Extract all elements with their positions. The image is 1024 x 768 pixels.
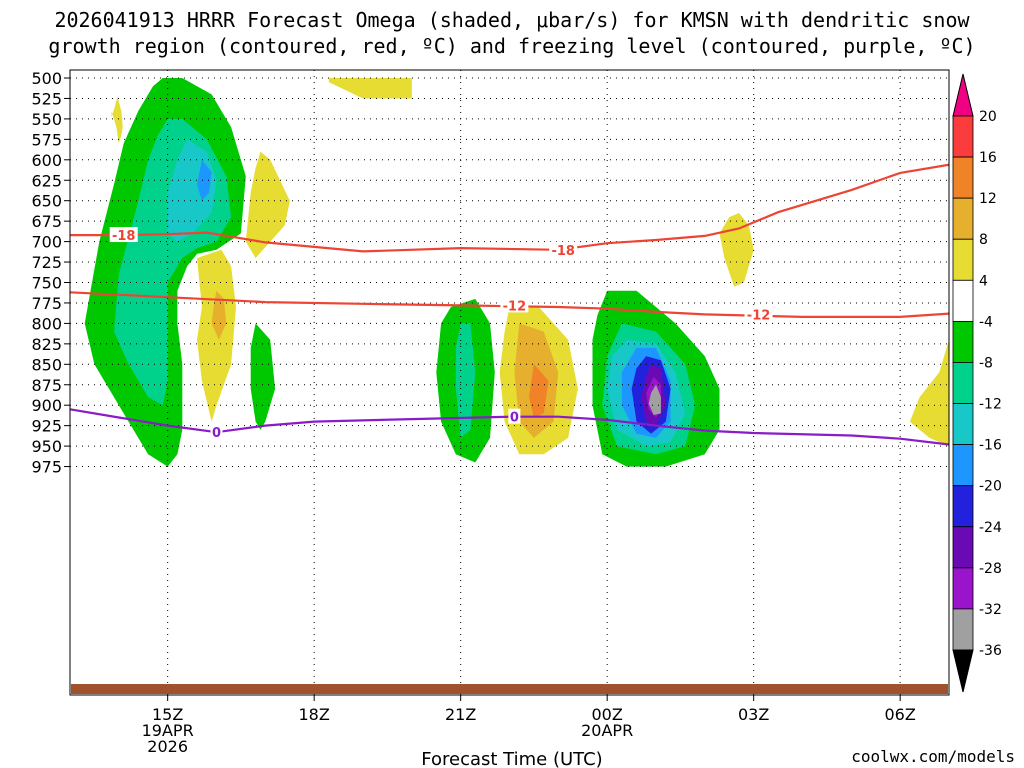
colorbar-box	[952, 444, 974, 487]
y-tick-label: 875	[31, 376, 62, 395]
contour--12	[70, 291, 949, 318]
region-downward-omega-high	[245, 151, 290, 258]
colorbar-box	[952, 156, 974, 199]
colorbar-arrow-max	[952, 73, 974, 117]
contour-label-bg	[109, 227, 138, 243]
grid-lines	[70, 70, 949, 695]
colorbar-label: -32	[979, 602, 1002, 618]
colorbar-label: 16	[979, 150, 997, 166]
contour-label: -12	[747, 308, 771, 323]
contour-label-bg	[500, 297, 529, 313]
colorbar-label: -4	[979, 314, 993, 330]
y-tick-label: 725	[31, 253, 62, 272]
x-tick-label: 18Z	[299, 705, 330, 724]
y-tick-label: 950	[31, 437, 62, 456]
colorbar-arrow-min	[952, 649, 974, 693]
region-downward-omega-late	[909, 339, 949, 447]
y-tick-label: 525	[31, 89, 62, 108]
contour-label: -18	[112, 229, 136, 244]
colorbar-box	[952, 362, 974, 404]
colorbar-box	[952, 403, 974, 446]
contour-label: 0	[510, 411, 519, 426]
colorbar-box	[952, 320, 974, 363]
y-tick-label: 675	[31, 212, 62, 231]
colorbar-box	[952, 608, 974, 651]
omega-shaded-regions	[84, 78, 949, 467]
colorbar-label: -36	[979, 643, 1002, 659]
ground-surface	[71, 684, 948, 694]
region-downward-omega-morning-core	[211, 290, 227, 340]
y-tick-label: 500	[31, 69, 62, 88]
contour-label: -12	[503, 299, 527, 314]
x-tick-label: 03Z	[738, 705, 769, 724]
contour-labels: -18 -18 -12 -12 0 0	[109, 227, 773, 441]
contour-label: -18	[551, 244, 575, 259]
colorbar-box	[952, 238, 974, 281]
contour-label-bg	[508, 408, 521, 424]
contour-0	[70, 408, 949, 446]
colorbar-box	[952, 526, 974, 569]
colorbar-box	[952, 197, 974, 240]
x-tick-label: 06Z	[885, 705, 916, 724]
region-upward-omega-morning-max	[197, 159, 212, 201]
y-tick-label: 650	[31, 192, 62, 211]
y-tick-label: 925	[31, 417, 62, 436]
region-downward-omega-morning	[197, 249, 236, 422]
y-tick-label: 900	[31, 396, 62, 415]
colorbar-box	[952, 485, 974, 528]
colorbar-label: -8	[979, 355, 993, 371]
x-axis-label: Forecast Time (UTC)	[421, 749, 602, 768]
contour-label-bg	[210, 424, 223, 440]
colorbar-label: 8	[979, 232, 988, 248]
y-tick-label: 550	[31, 110, 62, 129]
colorbar-box	[952, 567, 974, 610]
colorbar-label: -20	[979, 479, 1002, 495]
y-tick-label: 700	[31, 233, 62, 252]
x-tick-date: 20APR	[581, 721, 633, 740]
colorbar-label: -28	[979, 561, 1002, 577]
y-tick-label: 750	[31, 274, 62, 293]
colorbar-label: 12	[979, 191, 997, 207]
contour-lines	[70, 163, 949, 446]
credit-text: coolwx.com/models	[851, 747, 1015, 766]
y-tick-label: 825	[31, 335, 62, 354]
y-tick-label: 850	[31, 355, 62, 374]
colorbar-label: 20	[979, 109, 997, 125]
region-downward-omega-afternoon-core	[529, 364, 549, 418]
colorbar-box	[952, 115, 974, 158]
x-tick-date: 19APR	[142, 721, 194, 740]
colorbar-label: -16	[979, 438, 1002, 454]
region-upward-omega-thin-late	[250, 323, 276, 430]
colorbar-label: -24	[979, 520, 1002, 536]
chart-title-line-2: growth region (contoured, red, ºC) and f…	[48, 34, 975, 58]
colorbar-box	[952, 279, 974, 322]
contour--18	[70, 163, 949, 253]
colorbar: 20 16 12 8 4 -4 -8 -12 -16 -20 -24 -28 -32 -36	[952, 73, 1002, 693]
y-tick-label: 975	[31, 458, 62, 477]
region-downward-omega-top	[328, 78, 412, 99]
x-tick-year: 2026	[147, 737, 188, 756]
y-tick-label: 600	[31, 151, 62, 170]
x-tick-label: 00Z	[592, 705, 623, 724]
y-tick-label: 775	[31, 294, 62, 313]
region-downward-omega-thin	[111, 96, 123, 144]
x-tick-label: 15Z	[152, 705, 183, 724]
region-upward-omega-evening-max	[648, 384, 661, 415]
chart-title-line-1: 2026041913 HRRR Forecast Omega (shaded, …	[54, 8, 970, 32]
y-tick-label: 625	[31, 171, 62, 190]
plot-frame	[69, 69, 950, 696]
y-tick-label: 575	[31, 130, 62, 149]
x-tick-label: 21Z	[445, 705, 476, 724]
contour-label-bg	[549, 241, 578, 257]
colorbar-label: -12	[979, 397, 1002, 413]
contour-label-bg	[744, 306, 773, 322]
colorbar-label: 4	[979, 273, 988, 289]
contour-label: 0	[212, 426, 221, 441]
y-tick-label: 800	[31, 314, 62, 333]
